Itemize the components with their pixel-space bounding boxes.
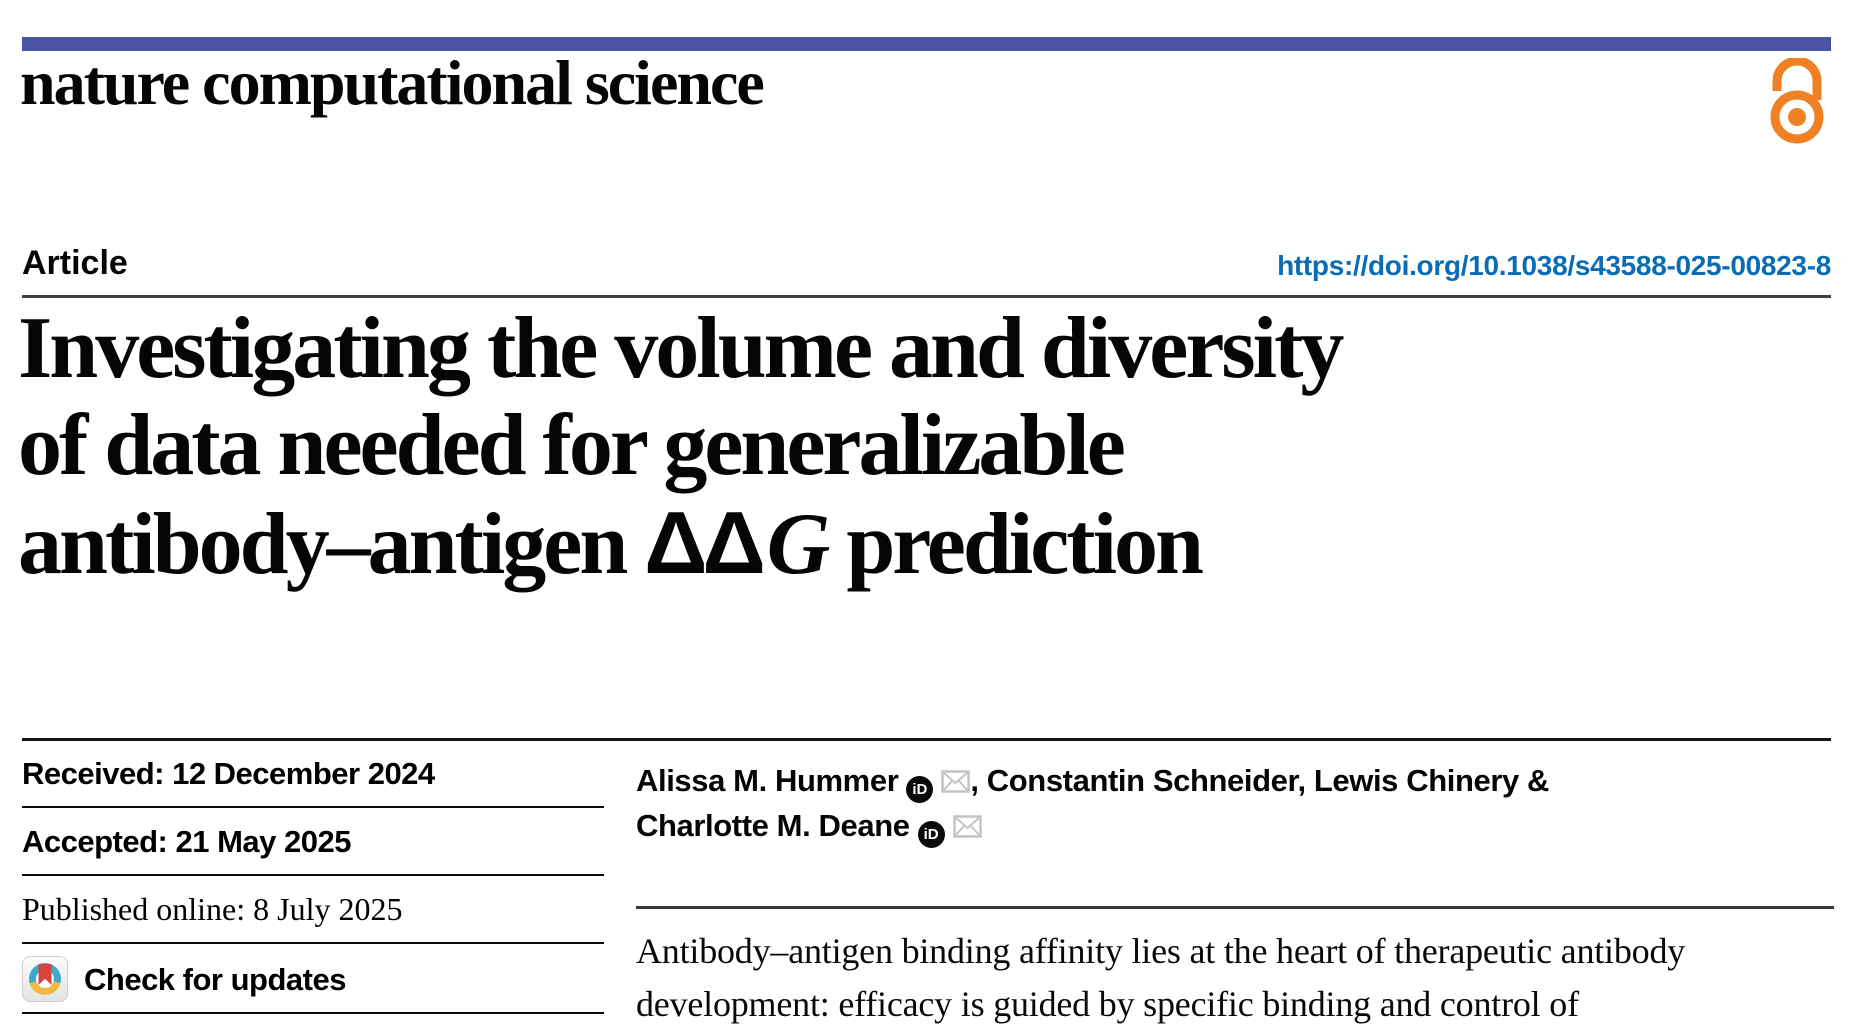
- title-line-3: antibody–antigen ΔΔG prediction: [18, 494, 1718, 593]
- article-type-label: Article: [22, 244, 128, 282]
- email-envelope-icon[interactable]: [941, 770, 971, 793]
- crossmark-icon: [22, 956, 68, 1002]
- abstract-line-2: development: efficacy is guided by speci…: [636, 983, 1579, 1024]
- title-line-2: of data needed for generalizable: [18, 397, 1126, 494]
- accepted-date: Accepted: 21 May 2025: [22, 808, 604, 876]
- open-access-padlock-icon: [1770, 56, 1824, 144]
- published-date: Published online: 8 July 2025: [22, 876, 604, 944]
- author-deane: Charlotte M. Deane: [636, 808, 910, 843]
- section-divider: [22, 738, 1831, 741]
- article-meta-column: Received: 12 December 2024 Accepted: 21 …: [22, 740, 604, 1014]
- abstract-divider: [636, 906, 1834, 909]
- doi-link[interactable]: https://doi.org/10.1038/s43588-025-00823…: [1277, 250, 1831, 281]
- gibbs-g-symbol: G: [766, 496, 831, 593]
- delta-delta-symbol: ΔΔ: [644, 493, 765, 592]
- title-line3-text: antibody–antigen: [18, 496, 645, 593]
- orcid-icon[interactable]: iD: [917, 821, 945, 848]
- received-date: Received: 12 December 2024: [22, 740, 604, 808]
- check-for-updates-label: Check for updates: [84, 961, 346, 997]
- masthead-color-bar: [22, 37, 1831, 51]
- email-envelope-icon[interactable]: [952, 815, 982, 838]
- crossmark-bookmark-icon: [38, 964, 52, 985]
- title-line-1: Investigating the volume and diversity: [18, 300, 1344, 397]
- abstract-line-1: Antibody–antigen binding affinity lies a…: [636, 930, 1686, 971]
- open-access-icon[interactable]: [1770, 56, 1826, 151]
- orcid-icon[interactable]: iD: [906, 776, 934, 803]
- author-list: Alissa M. Hummer iD , Constantin Schneider…: [636, 740, 1836, 848]
- author-hummer: Alissa M. Hummer: [636, 763, 899, 798]
- header-divider: [22, 295, 1831, 298]
- journal-wordmark: nature computational science: [20, 47, 765, 118]
- title-line3-suffix: prediction: [827, 496, 1204, 593]
- abstract-text: Antibody–antigen binding affinity lies a…: [636, 925, 1836, 1032]
- paper-title: Investigating the volume and diversity o…: [18, 300, 1718, 593]
- check-for-updates-button[interactable]: Check for updates: [22, 944, 604, 1014]
- authors-abstract-column: Alissa M. Hummer iD , Constantin Schneider…: [636, 740, 1836, 1032]
- author-middle-names: , Constantin Schneider, Lewis Chinery &: [970, 763, 1550, 798]
